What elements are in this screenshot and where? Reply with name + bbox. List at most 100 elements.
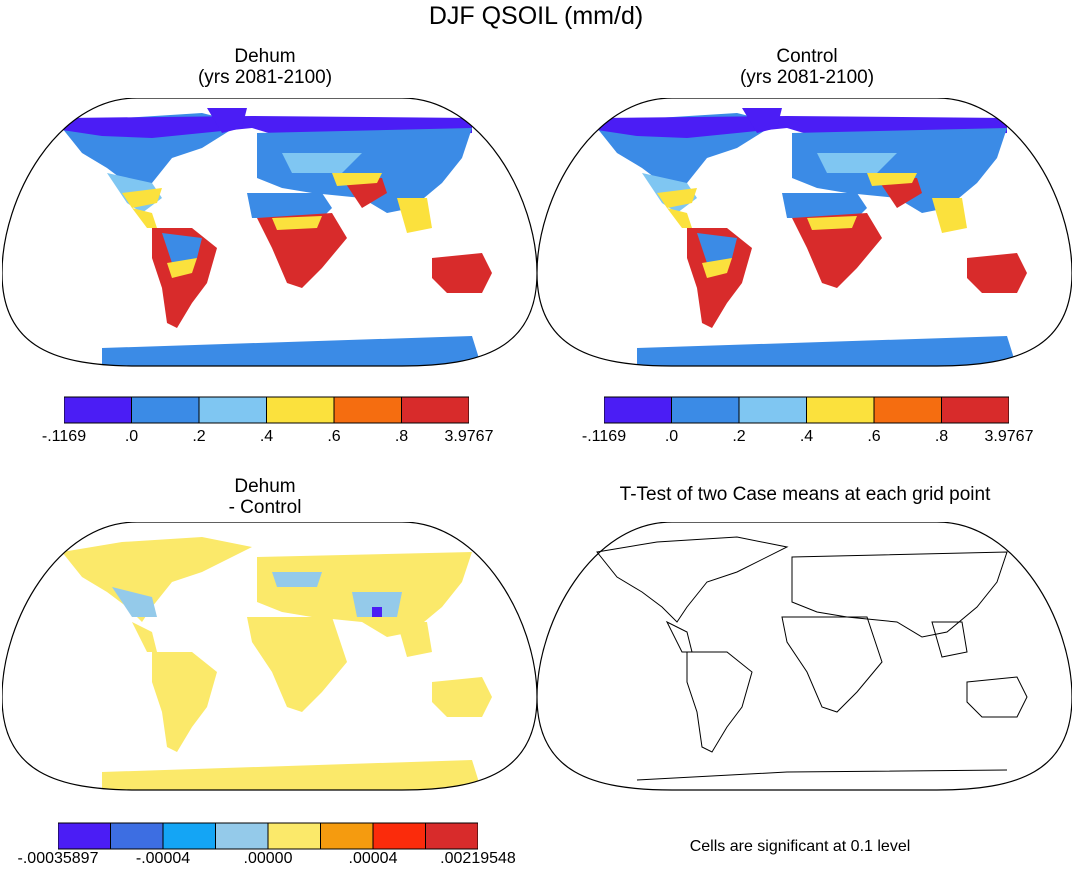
south-america <box>687 228 752 328</box>
colorbar-tick-label: .8 <box>394 428 409 445</box>
colorbar-tick-label: -.1169 <box>581 428 627 445</box>
map-outline <box>537 98 1072 367</box>
africa <box>247 617 347 712</box>
africa-coast <box>781 616 883 713</box>
north-america-coast <box>596 536 789 623</box>
coastlines <box>596 536 1028 781</box>
colorbar-swatch <box>941 396 1009 424</box>
colorbar-swatch <box>873 396 942 424</box>
colorbar-swatch <box>738 396 807 424</box>
panel-title-line2: (yrs 2081-2100) <box>197 67 333 88</box>
gulf-coast <box>657 188 697 208</box>
colorbar-tick-label: 3.9767 <box>984 428 1034 445</box>
south-america <box>152 228 217 328</box>
colorbar-swatch <box>671 396 740 424</box>
africa-yellow <box>807 216 857 230</box>
africa <box>257 213 347 288</box>
map-difference <box>2 522 537 791</box>
colorbar-tick-label: -.00035897 <box>17 850 99 867</box>
amazon <box>162 233 202 263</box>
colorbar-swatch <box>401 396 469 424</box>
colorbar-tick-label: .2 <box>192 428 206 445</box>
colorbar-tick-label: -.00004 <box>135 850 191 867</box>
colorbar-swatch <box>320 822 374 850</box>
antarctica-coast <box>636 769 1008 781</box>
significance-footnote: Cells are significant at 0.1 level <box>689 838 911 855</box>
map-dehum <box>2 98 537 367</box>
africa-north <box>782 193 867 218</box>
africa-yellow <box>272 216 322 230</box>
colorbar-swatch <box>110 822 164 850</box>
south-america <box>152 652 217 752</box>
colorbar-tick-label: .6 <box>867 428 881 445</box>
panel-title-line2: (yrs 2081-2100) <box>739 67 875 88</box>
colorbar-dehum <box>64 396 469 424</box>
asia-yellow <box>332 173 382 186</box>
colorbar-tick-label: 3.9767 <box>444 428 494 445</box>
land-fill-group <box>62 537 492 790</box>
eurasia <box>257 128 472 213</box>
australia <box>432 677 492 717</box>
panel-title-line2: - Control <box>228 497 302 518</box>
main-title: DJF QSOIL (mm/d) <box>428 2 644 30</box>
south-asia <box>877 178 922 208</box>
eurasia <box>792 128 1007 213</box>
colorbar-tick-label: .00219548 <box>440 850 516 867</box>
central-america <box>132 208 157 228</box>
colorbar-dehum-labels: -.1169 .0 .2 .4 .6 .8 3.9767 <box>42 428 494 450</box>
land-fill-group <box>62 108 492 366</box>
panel-title-dehum: Dehum (yrs 2081-2100) <box>130 46 400 88</box>
asia-yellow <box>867 173 917 186</box>
land-fill-group <box>597 108 1027 366</box>
greenland <box>742 108 782 133</box>
se-asia-coast <box>931 621 968 658</box>
panel-title-ttest: T-Test of two Case means at each grid po… <box>619 484 991 505</box>
colorbar-swatch <box>198 396 267 424</box>
antarctica <box>102 760 482 790</box>
colorbar-tick-label: .00004 <box>348 850 398 867</box>
central-america-coast <box>665 620 693 653</box>
se-asia <box>397 198 432 233</box>
sa-yellow <box>702 258 732 278</box>
panel-title-line1: Control <box>776 46 838 67</box>
australia-coast <box>966 676 1028 718</box>
colorbar-swatch <box>604 396 672 424</box>
colorbar-swatch <box>215 822 269 850</box>
central-america <box>667 208 692 228</box>
colorbar-difference <box>58 822 478 850</box>
map-outline <box>2 98 537 367</box>
map-outline <box>2 522 537 791</box>
central-america <box>132 622 157 652</box>
antarctica <box>102 336 482 366</box>
colorbar-swatch <box>266 396 335 424</box>
colorbar-swatch <box>333 396 402 424</box>
eurasia-light <box>282 153 362 173</box>
colorbar-control <box>604 396 1009 424</box>
colorbar-swatch <box>806 396 875 424</box>
gulf-coast <box>122 188 162 208</box>
eurasia-light <box>817 153 897 173</box>
greenland <box>207 108 247 133</box>
africa <box>792 213 882 288</box>
colorbar-tick-label: .4 <box>799 428 814 445</box>
colorbar-tick-label: -.1169 <box>41 428 87 445</box>
map-control <box>537 98 1072 367</box>
eurasia-coast <box>791 551 1008 638</box>
panel-title-line1: Dehum <box>234 46 296 67</box>
colorbar-difference-labels: -.00035897 -.00004 .00000 .00004 .00219548 <box>18 850 516 870</box>
colorbar-tick-label: .2 <box>732 428 746 445</box>
panel-title-line1: Dehum <box>234 476 296 497</box>
asia-blue-spot <box>372 607 382 617</box>
south-asia <box>342 178 387 208</box>
colorbar-tick-label: .6 <box>327 428 341 445</box>
colorbar-tick-label: .0 <box>124 428 139 445</box>
colorbar-tick-label: .00000 <box>243 850 293 867</box>
colorbar-tick-label: .8 <box>934 428 949 445</box>
asia-light <box>352 592 402 617</box>
south-america-coast <box>686 651 753 753</box>
colorbar-swatch <box>58 822 111 850</box>
map-outline <box>537 522 1072 791</box>
north-america-land <box>62 537 252 622</box>
colorbar-swatch <box>425 822 478 850</box>
colorbar-swatch <box>64 396 132 424</box>
